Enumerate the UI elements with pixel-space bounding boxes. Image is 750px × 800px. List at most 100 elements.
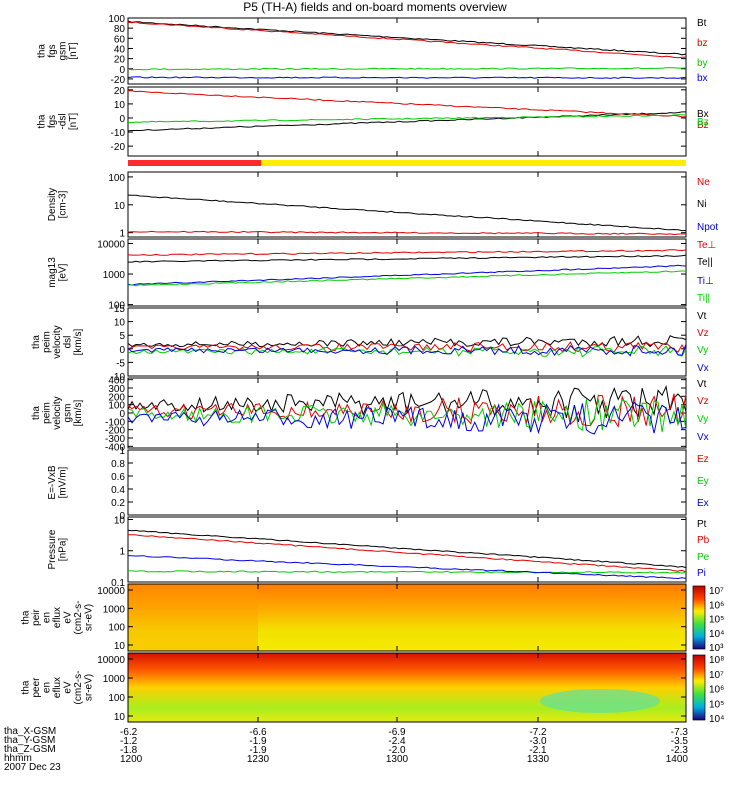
fgs-legend-bx: bx — [697, 73, 708, 84]
peim_gsm-series-vz — [127, 393, 687, 428]
fgs_dsl-frame — [127, 86, 687, 157]
fgs_dsl-ylabel: [nT] — [68, 113, 79, 130]
peir-ylabel: tha — [21, 610, 32, 624]
mode-bar-yellow — [261, 160, 686, 166]
peir-ytick-label: 1000 — [103, 604, 126, 615]
peim_gsm-ytick-label: 400 — [108, 376, 125, 387]
pressure-ytick-label: 0.1 — [111, 578, 125, 589]
peim_dsl-ylabel: [km/s] — [73, 328, 84, 355]
eph-label-x: tha_X-GSM — [4, 726, 57, 737]
temperature-series-ti — [127, 264, 687, 286]
fgs-ylabel: fgs — [47, 44, 58, 57]
fgs-series-bz — [127, 21, 687, 59]
fgs-ylabel: [nT] — [68, 42, 79, 59]
fgs-legend-bz: bz — [697, 38, 708, 49]
peer-ylabel: sr-eV) — [84, 674, 95, 701]
temperature-frame — [127, 238, 687, 307]
peim_gsm-ytick-label: -300 — [105, 434, 125, 445]
peim_dsl-ytick-label: 10 — [114, 318, 126, 329]
pressure-legend-pi: Pi — [697, 568, 706, 579]
peir-colorbar — [692, 585, 706, 650]
fgs_dsl-ytick-label: 10 — [114, 100, 126, 111]
density-series-ne — [127, 230, 687, 236]
fgs_dsl-ytick-label: 0 — [119, 114, 125, 125]
density-frame — [127, 171, 687, 238]
eph-value-z: -1.9 — [249, 745, 267, 756]
peim_gsm-ytick-label: 200 — [108, 392, 125, 403]
peim_dsl-ylabel: dsl — [63, 336, 74, 349]
fgs-frame — [127, 17, 687, 85]
peir-ylabel: eV — [63, 611, 74, 624]
eph-value-z: -2.1 — [529, 745, 547, 756]
eph-value-t: 1330 — [527, 754, 550, 765]
peim_dsl-ylabel: tha — [31, 335, 42, 349]
density-legend-ne: Ne — [697, 177, 710, 188]
temperature-ytick-label: 1000 — [103, 270, 126, 281]
peir-colorbar-label: 10⁶ — [709, 600, 724, 611]
peim_gsm-legend-vx: Vx — [697, 432, 709, 443]
pressure-ylabel: Pressure — [47, 529, 58, 569]
peir-colorbar-label: 10³ — [709, 643, 724, 654]
peir-ylabel: (cm2-s- — [73, 601, 84, 635]
peer-colorbar-label: 10⁵ — [709, 699, 724, 710]
peer-ytick-label: 10 — [114, 712, 126, 723]
temperature-series-ti — [127, 270, 686, 287]
fgs_dsl-ylabel: -dsl — [57, 113, 68, 129]
peim_gsm-legend-vy: Vy — [697, 414, 708, 425]
pressure-series-pt — [127, 529, 687, 569]
efield-ytick-label: 0.8 — [111, 459, 125, 470]
peer-ytick-label: 100 — [108, 693, 125, 704]
pressure-legend-pb: Pb — [697, 535, 710, 546]
eph-value-t: 1230 — [247, 754, 270, 765]
peir-ylabel: eflux — [52, 607, 63, 628]
density-series-ni — [127, 194, 687, 232]
temperature-legend-te: Te|| — [697, 257, 713, 268]
peim_dsl-ylabel: peim — [42, 331, 53, 353]
eph-value-x: -7.3 — [671, 727, 689, 738]
peer-low-flux-region — [540, 689, 660, 713]
pressure-ylabel: [nPa] — [57, 538, 68, 562]
peer-colorbar-label: 10⁷ — [709, 670, 724, 681]
peir-frame — [127, 583, 687, 652]
eph-value-t: 1300 — [386, 754, 409, 765]
peim_gsm-legend-vt: Vt — [697, 379, 707, 390]
date-label: 2007 Dec 23 — [4, 762, 61, 773]
pressure-series-pi — [127, 555, 687, 580]
efield-legend-ey: Ey — [697, 476, 709, 487]
efield-ytick-label: 0.4 — [111, 485, 125, 496]
eph-value-y: -3.0 — [529, 736, 547, 747]
peim_gsm-ylabel: velocity — [52, 396, 63, 429]
peim_dsl-legend-vt: Vt — [697, 311, 707, 322]
eph-value-z: -1.8 — [120, 745, 138, 756]
density-ytick-label: 1 — [119, 229, 125, 240]
temperature-ytick-label: 10000 — [97, 239, 125, 250]
fgs_dsl-legend-bx: Bx — [697, 109, 709, 120]
peim_gsm-ytick-label: -200 — [105, 426, 125, 437]
peer-ylabel: eflux — [52, 677, 63, 698]
fgs_dsl-ylabel: fgs — [47, 115, 58, 128]
peim_dsl-ytick-label: -10 — [111, 372, 126, 383]
eph-value-x: -6.6 — [249, 727, 267, 738]
peer-colorbar-label: 10⁴ — [709, 714, 724, 725]
peim_gsm-ylabel: [km/s] — [73, 399, 84, 426]
peim_gsm-ytick-label: -400 — [105, 442, 125, 453]
efield-ytick-label: 0.6 — [111, 472, 125, 483]
temperature-ylabel: mag13 — [47, 257, 58, 288]
fgs-ytick-label: 40 — [114, 44, 126, 55]
efield-legend-ex: Ex — [697, 498, 709, 509]
peer-ytick-label: 1000 — [103, 674, 126, 685]
fgs_dsl-series-bz — [127, 114, 687, 124]
fgs-ytick-label: 0 — [119, 65, 125, 76]
fgs_dsl-series-bz — [127, 90, 687, 118]
peim_gsm-legend-vz: Vz — [697, 396, 709, 407]
pressure-legend-pe: Pe — [697, 552, 710, 563]
peim_dsl-legend-vy: Vy — [697, 345, 708, 356]
density-ytick-label: 100 — [108, 173, 125, 184]
fgs-ytick-label: 80 — [114, 24, 126, 35]
peim_gsm-series-vy — [127, 398, 687, 433]
page-title: P5 (TH-A) fields and on-board moments ov… — [243, 0, 507, 14]
peir-ylabel: sr-eV) — [84, 604, 95, 631]
density-ytick-label: 10 — [114, 201, 126, 212]
fgs_dsl-legend-bz: Bz — [697, 117, 709, 128]
peim_gsm-ytick-label: 100 — [108, 401, 125, 412]
